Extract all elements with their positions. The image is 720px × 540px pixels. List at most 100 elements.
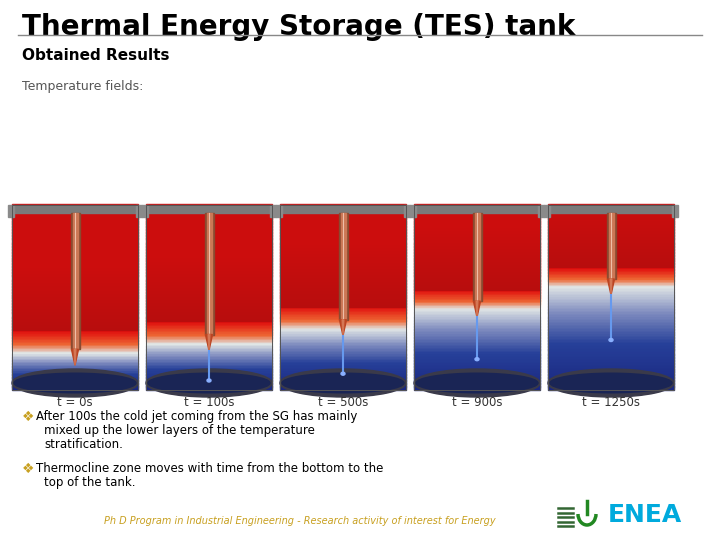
Bar [548, 259, 674, 260]
Bar [404, 205, 410, 217]
Bar [146, 235, 272, 238]
Bar [548, 246, 674, 248]
Bar [280, 211, 406, 213]
Bar [414, 206, 540, 208]
Polygon shape [74, 349, 76, 365]
Bar [146, 377, 272, 379]
Bar [280, 229, 406, 231]
Bar [410, 205, 416, 217]
Bar [12, 220, 138, 222]
Bar [146, 283, 272, 285]
Bar [414, 300, 540, 302]
Bar [414, 339, 540, 341]
Bar [548, 218, 674, 220]
Bar [146, 382, 272, 384]
Bar [280, 309, 406, 312]
Bar [146, 271, 272, 273]
Bar [146, 339, 272, 341]
Bar [12, 355, 138, 357]
Bar [472, 213, 482, 301]
Bar [12, 331, 138, 333]
Bar [12, 251, 138, 253]
Bar [414, 257, 540, 259]
Bar [146, 379, 272, 381]
Bar [548, 209, 674, 211]
Bar [548, 342, 674, 344]
Bar [146, 383, 272, 386]
Bar [146, 207, 272, 210]
Bar [548, 362, 674, 364]
Bar [280, 302, 406, 303]
Bar [280, 362, 406, 364]
Bar [548, 366, 674, 368]
Bar [280, 220, 406, 222]
Bar [414, 246, 540, 248]
Bar [414, 221, 540, 224]
Bar [548, 217, 674, 219]
Bar [280, 376, 406, 377]
Bar [548, 306, 674, 308]
Bar [280, 363, 406, 366]
Polygon shape [474, 301, 480, 317]
Bar [146, 337, 272, 339]
Bar [12, 292, 138, 294]
Bar [414, 379, 540, 381]
Bar [12, 249, 138, 251]
Bar [280, 254, 406, 256]
Bar [12, 363, 138, 366]
Bar [280, 303, 406, 305]
Bar [12, 368, 138, 370]
Bar [538, 205, 544, 217]
Bar [548, 317, 674, 319]
Bar [555, 497, 600, 532]
Bar [414, 325, 540, 327]
Bar [280, 373, 406, 375]
Bar [548, 252, 674, 254]
Bar [146, 249, 272, 251]
Bar [146, 260, 272, 262]
Bar [12, 297, 138, 299]
Bar [146, 265, 272, 267]
Bar [548, 286, 674, 288]
Bar [280, 295, 406, 298]
Bar [146, 306, 272, 308]
Bar [280, 257, 406, 259]
Bar [414, 366, 540, 368]
Bar [280, 235, 406, 238]
Bar [146, 289, 272, 292]
Bar [414, 387, 540, 388]
Bar [280, 291, 406, 293]
Bar [146, 353, 272, 355]
Bar [280, 268, 406, 270]
Bar [414, 319, 540, 321]
Bar [12, 240, 138, 242]
Bar [12, 214, 138, 216]
Bar [146, 366, 272, 368]
Bar [280, 243, 406, 245]
Bar [548, 254, 674, 256]
Bar [12, 387, 138, 388]
Bar [12, 261, 138, 264]
Bar [414, 369, 540, 372]
Bar [146, 299, 272, 301]
Text: Thermal Energy Storage (TES) tank: Thermal Energy Storage (TES) tank [22, 13, 575, 41]
Text: After 100s the cold jet coming from the SG has mainly: After 100s the cold jet coming from the … [36, 410, 357, 423]
Bar [280, 265, 406, 267]
Bar [12, 226, 138, 228]
Ellipse shape [282, 373, 404, 393]
Bar [146, 241, 272, 244]
Bar [414, 217, 540, 219]
Bar [414, 226, 540, 228]
Bar [414, 205, 540, 206]
Bar [280, 252, 406, 254]
Bar [548, 272, 674, 274]
Bar [12, 362, 138, 364]
Ellipse shape [548, 369, 674, 397]
Bar [414, 345, 540, 347]
Bar [280, 325, 406, 327]
Bar [12, 383, 138, 386]
Bar [146, 368, 272, 370]
Bar [280, 351, 406, 353]
Bar [12, 234, 138, 236]
Bar [146, 354, 272, 356]
